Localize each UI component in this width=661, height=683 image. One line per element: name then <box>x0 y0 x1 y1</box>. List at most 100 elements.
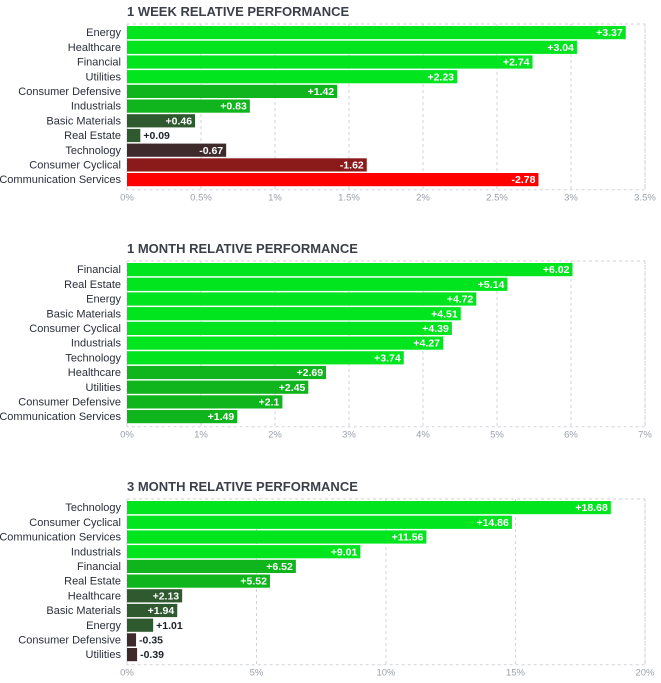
category-label: Financial <box>77 57 121 69</box>
category-label: Consumer Cyclical <box>29 517 121 529</box>
bar <box>127 545 361 559</box>
value-label: +4.39 <box>422 323 449 335</box>
bar <box>127 380 309 394</box>
value-label: +1.49 <box>208 411 235 423</box>
value-label: +6.52 <box>266 561 293 573</box>
category-label: Industrials <box>71 338 122 350</box>
category-label: Industrials <box>71 546 122 558</box>
bar <box>127 410 238 424</box>
category-label: Basic Materials <box>46 308 121 320</box>
value-label: -1.62 <box>340 160 364 172</box>
category-label: Consumer Defensive <box>18 635 121 647</box>
bar <box>127 365 327 380</box>
bar <box>127 307 461 321</box>
value-label: -2.78 <box>512 174 536 186</box>
category-label: Energy <box>86 294 121 306</box>
value-label: +5.14 <box>478 279 505 291</box>
value-label: +1.01 <box>156 620 183 632</box>
category-label: Consumer Defensive <box>18 86 121 98</box>
value-label: +2.45 <box>279 382 306 394</box>
bar <box>127 143 227 157</box>
category-label: Utilities <box>86 71 122 83</box>
x-tick-label: 15% <box>506 668 526 679</box>
bar <box>127 559 296 573</box>
category-label: Healthcare <box>68 42 121 54</box>
bar <box>127 26 626 40</box>
category-label: Healthcare <box>68 590 121 602</box>
value-label: +4.51 <box>431 308 458 320</box>
bar <box>127 128 141 143</box>
bar <box>127 351 404 365</box>
category-label: Healthcare <box>68 367 121 379</box>
category-label: Technology <box>65 502 121 514</box>
x-tick-label: 20% <box>635 668 655 679</box>
x-tick-label: 3% <box>342 430 356 441</box>
bar <box>127 173 539 187</box>
x-tick-label: 2% <box>268 430 282 441</box>
category-label: Basic Materials <box>46 115 121 127</box>
value-label: +4.72 <box>447 294 474 306</box>
category-label: Technology <box>65 352 121 364</box>
chart-panel-1-week: 1 WEEK RELATIVE PERFORMANCE 0% 0.5% 1% 1.5%… <box>0 4 661 204</box>
chart-title: 3 MONTH RELATIVE PERFORMANCE <box>127 479 358 494</box>
value-label: +0.46 <box>166 115 193 127</box>
value-label: -0.35 <box>139 635 163 647</box>
x-tick-label: 0% <box>120 430 134 441</box>
category-label: Utilities <box>86 382 122 394</box>
bar <box>127 114 196 128</box>
value-label: -0.39 <box>140 649 164 661</box>
x-tick-label: 5% <box>250 668 264 679</box>
category-label: Utilities <box>86 649 122 661</box>
bar <box>127 55 533 69</box>
x-tick-label: 10% <box>376 668 396 679</box>
chart-panel-3-month: 3 MONTH RELATIVE PERFORMANCE 0% 5% 10% 15% 2… <box>0 479 661 679</box>
bar <box>127 530 427 544</box>
category-label: Real Estate <box>64 576 121 588</box>
category-label: Energy <box>86 620 121 632</box>
category-label: Technology <box>65 145 121 157</box>
value-label: +3.04 <box>547 42 574 54</box>
bar <box>127 70 458 84</box>
category-label: Communication Services <box>0 174 121 186</box>
value-label: +3.37 <box>596 27 623 39</box>
value-label: +2.1 <box>259 397 280 409</box>
value-label: -0.67 <box>199 145 223 157</box>
bar <box>127 40 577 54</box>
bar <box>127 99 250 113</box>
x-tick-label: 2.5% <box>486 193 508 204</box>
value-label: +1.94 <box>148 605 175 617</box>
value-label: +2.23 <box>427 71 454 83</box>
value-label: +0.83 <box>220 101 247 113</box>
category-label: Financial <box>77 561 121 573</box>
bar <box>127 648 138 662</box>
bar <box>127 336 443 350</box>
category-label: Energy <box>86 27 121 39</box>
x-tick-label: 0.5% <box>190 193 212 204</box>
value-label: +4.27 <box>413 338 440 350</box>
bar <box>127 501 611 515</box>
x-tick-label: 4% <box>416 430 430 441</box>
x-tick-label: 0% <box>120 668 134 679</box>
value-label: +11.56 <box>392 532 424 544</box>
category-label: Consumer Cyclical <box>29 160 121 172</box>
value-label: +14.86 <box>476 517 509 529</box>
bar <box>127 589 183 603</box>
category-label: Communication Services <box>0 411 121 423</box>
x-tick-label: 0% <box>120 193 134 204</box>
chart-title: 1 MONTH RELATIVE PERFORMANCE <box>127 241 358 256</box>
x-tick-label: 1% <box>268 193 282 204</box>
category-label: Industrials <box>71 101 122 113</box>
x-tick-label: 6% <box>564 430 578 441</box>
bar <box>127 603 178 618</box>
category-label: Real Estate <box>64 279 121 291</box>
x-tick-label: 2% <box>416 193 430 204</box>
value-label: +3.74 <box>374 352 401 364</box>
category-label: Real Estate <box>64 130 121 142</box>
value-label: +2.74 <box>503 57 530 69</box>
value-label: +18.68 <box>575 502 608 514</box>
x-tick-label: 5% <box>490 430 504 441</box>
bar <box>127 277 508 291</box>
x-tick-label: 7% <box>638 430 652 441</box>
chart-panel-1-month: 1 MONTH RELATIVE PERFORMANCE 0% 1% 2% 3% 4% 5… <box>0 241 661 441</box>
value-label: +1.42 <box>308 86 335 98</box>
